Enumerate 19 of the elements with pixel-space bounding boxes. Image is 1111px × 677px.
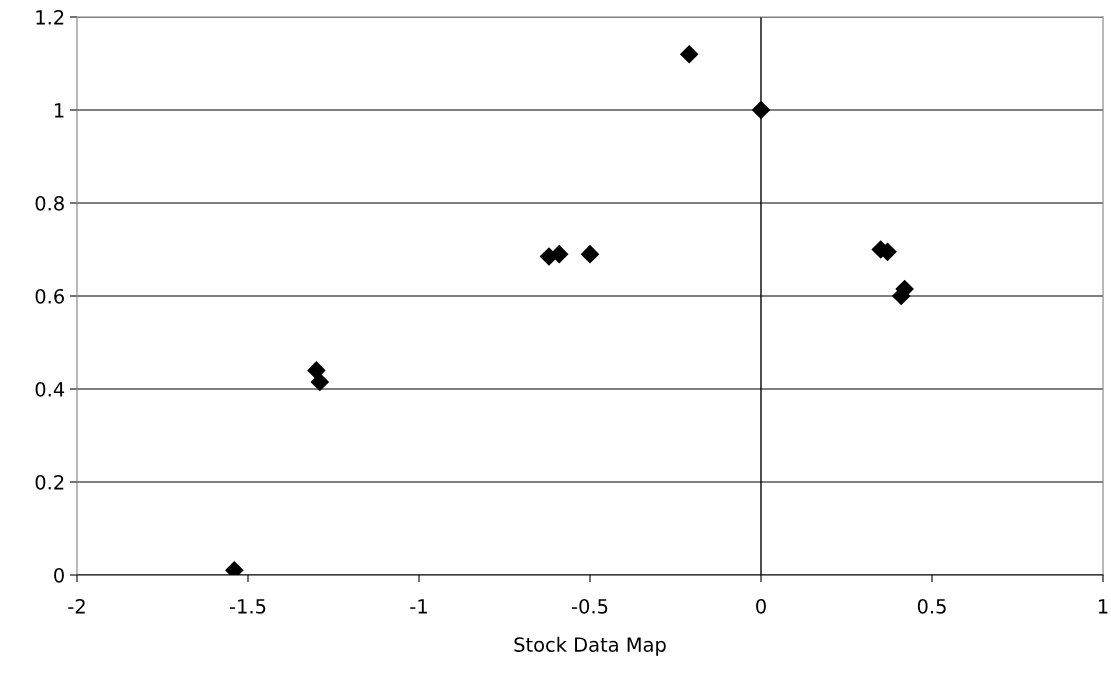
x-tick-label: -0.5 bbox=[571, 598, 608, 614]
point bbox=[679, 44, 699, 64]
x-tick-label: -1 bbox=[410, 599, 427, 614]
y-tick-label: 1.2 bbox=[36, 9, 64, 25]
y-tick-label: 0.4 bbox=[35, 381, 65, 397]
x-tick-label: 0 bbox=[756, 598, 766, 614]
x-tick-label: 1 bbox=[1098, 599, 1108, 614]
x-axis-title: Stock Data Map bbox=[514, 636, 666, 656]
y-tick-label: 0 bbox=[54, 567, 64, 583]
point bbox=[751, 100, 771, 120]
y-tick-label: 0.8 bbox=[35, 195, 64, 211]
x-tick-label: 0.5 bbox=[917, 598, 946, 614]
y-tick-label: 0.6 bbox=[35, 288, 64, 304]
point bbox=[580, 244, 600, 264]
y-tick-label: 1 bbox=[54, 103, 64, 118]
point bbox=[310, 372, 330, 392]
y-tick-label: 0.2 bbox=[35, 474, 64, 490]
x-tick-label: -2 bbox=[68, 598, 85, 614]
x-tick-label: -1.5 bbox=[229, 599, 266, 614]
